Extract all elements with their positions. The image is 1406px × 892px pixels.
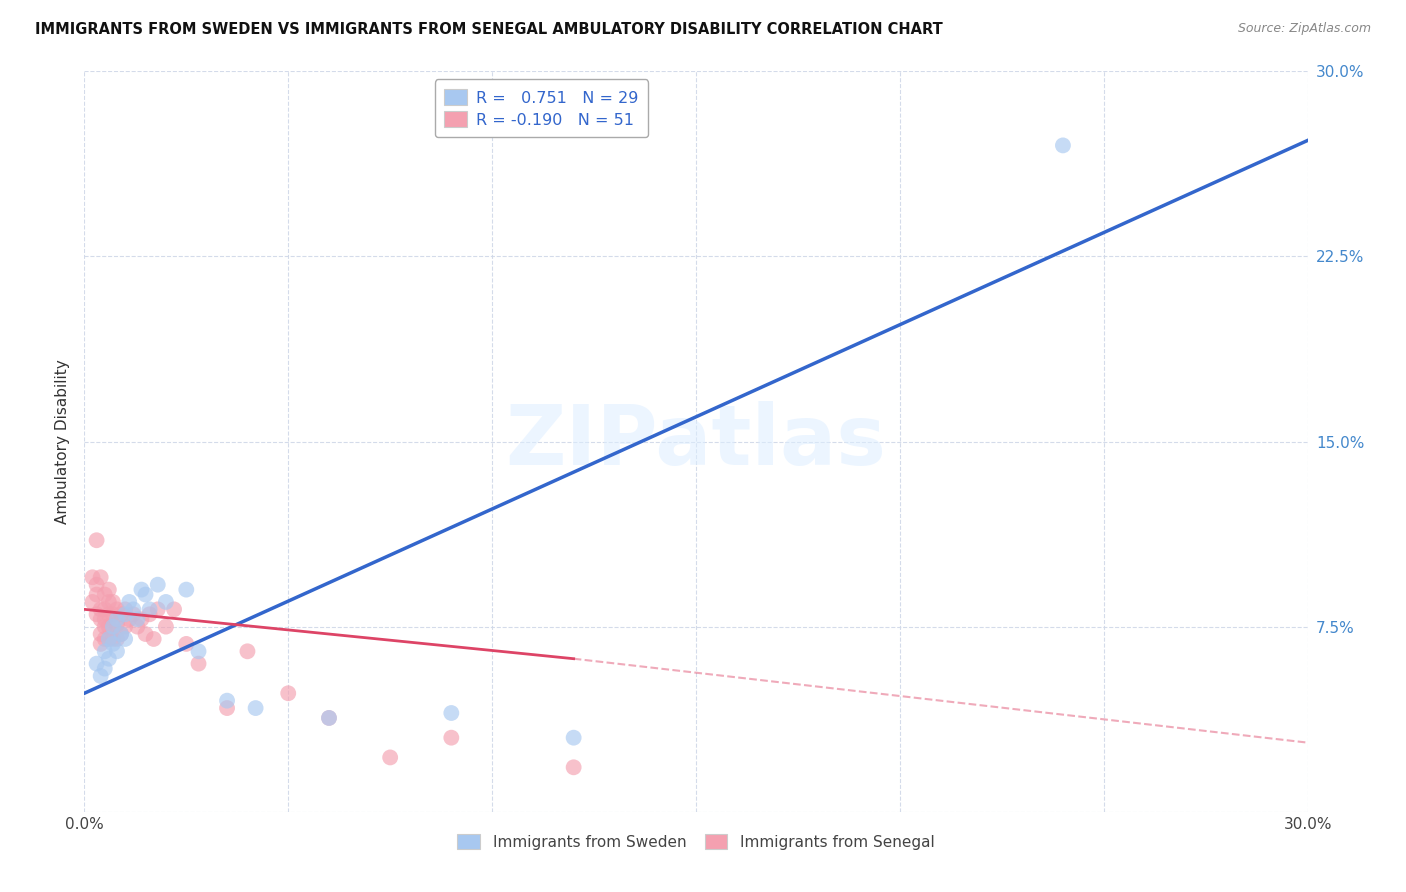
- Point: [110, 607, 132, 622]
- Point: [105, 617, 128, 632]
- Point: [90, 602, 112, 616]
- Point: [97, 607, 120, 622]
- Point: [118, 595, 141, 609]
- Point: [236, 644, 259, 658]
- Point: [93, 602, 115, 616]
- Point: [97, 595, 120, 609]
- Point: [318, 711, 340, 725]
- Point: [110, 627, 132, 641]
- Point: [93, 588, 115, 602]
- Point: [93, 619, 115, 633]
- Point: [86, 577, 108, 591]
- Point: [105, 644, 128, 658]
- Point: [86, 657, 108, 671]
- Point: [97, 632, 120, 646]
- Point: [101, 632, 124, 646]
- Point: [131, 582, 153, 597]
- Point: [93, 662, 115, 676]
- Point: [187, 657, 209, 671]
- Text: Source: ZipAtlas.com: Source: ZipAtlas.com: [1237, 22, 1371, 36]
- Point: [101, 607, 124, 622]
- Point: [217, 694, 239, 708]
- Point: [101, 595, 124, 609]
- Y-axis label: Ambulatory Disability: Ambulatory Disability: [55, 359, 70, 524]
- Point: [101, 619, 124, 633]
- Point: [93, 612, 115, 626]
- Point: [155, 595, 177, 609]
- Point: [138, 602, 160, 616]
- Legend: Immigrants from Sweden, Immigrants from Senegal: Immigrants from Sweden, Immigrants from …: [451, 828, 941, 856]
- Point: [135, 627, 157, 641]
- Point: [562, 731, 585, 745]
- Point: [97, 632, 120, 646]
- Point: [174, 582, 197, 597]
- Point: [118, 612, 141, 626]
- Point: [122, 602, 145, 616]
- Point: [114, 632, 136, 646]
- Point: [114, 619, 136, 633]
- Point: [93, 644, 115, 658]
- Point: [127, 612, 149, 626]
- Point: [163, 602, 186, 616]
- Point: [114, 607, 136, 622]
- Point: [101, 619, 124, 633]
- Point: [105, 632, 128, 646]
- Point: [110, 627, 132, 641]
- Point: [318, 711, 340, 725]
- Point: [105, 602, 128, 616]
- Text: ZIPatlas: ZIPatlas: [506, 401, 886, 482]
- Point: [90, 669, 112, 683]
- Point: [101, 637, 124, 651]
- Point: [135, 588, 157, 602]
- Text: IMMIGRANTS FROM SWEDEN VS IMMIGRANTS FROM SENEGAL AMBULATORY DISABILITY CORRELAT: IMMIGRANTS FROM SWEDEN VS IMMIGRANTS FRO…: [35, 22, 943, 37]
- Point: [146, 602, 169, 616]
- Point: [82, 570, 104, 584]
- Point: [82, 595, 104, 609]
- Point: [105, 612, 128, 626]
- Point: [440, 731, 463, 745]
- Point: [90, 570, 112, 584]
- Point: [97, 619, 120, 633]
- Point: [440, 706, 463, 720]
- Point: [86, 588, 108, 602]
- Point: [217, 701, 239, 715]
- Point: [90, 612, 112, 626]
- Point: [90, 627, 112, 641]
- Point: [97, 651, 120, 665]
- Point: [127, 619, 149, 633]
- Point: [93, 632, 115, 646]
- Point: [138, 607, 160, 622]
- Point: [114, 602, 136, 616]
- Point: [122, 607, 145, 622]
- Point: [187, 644, 209, 658]
- Point: [245, 701, 267, 715]
- Point: [155, 619, 177, 633]
- Point: [146, 577, 169, 591]
- Point: [142, 632, 165, 646]
- Point: [90, 637, 112, 651]
- Point: [1052, 138, 1074, 153]
- Point: [131, 612, 153, 626]
- Point: [562, 760, 585, 774]
- Point: [174, 637, 197, 651]
- Point: [97, 582, 120, 597]
- Point: [86, 607, 108, 622]
- Point: [277, 686, 299, 700]
- Point: [380, 750, 402, 764]
- Point: [86, 533, 108, 548]
